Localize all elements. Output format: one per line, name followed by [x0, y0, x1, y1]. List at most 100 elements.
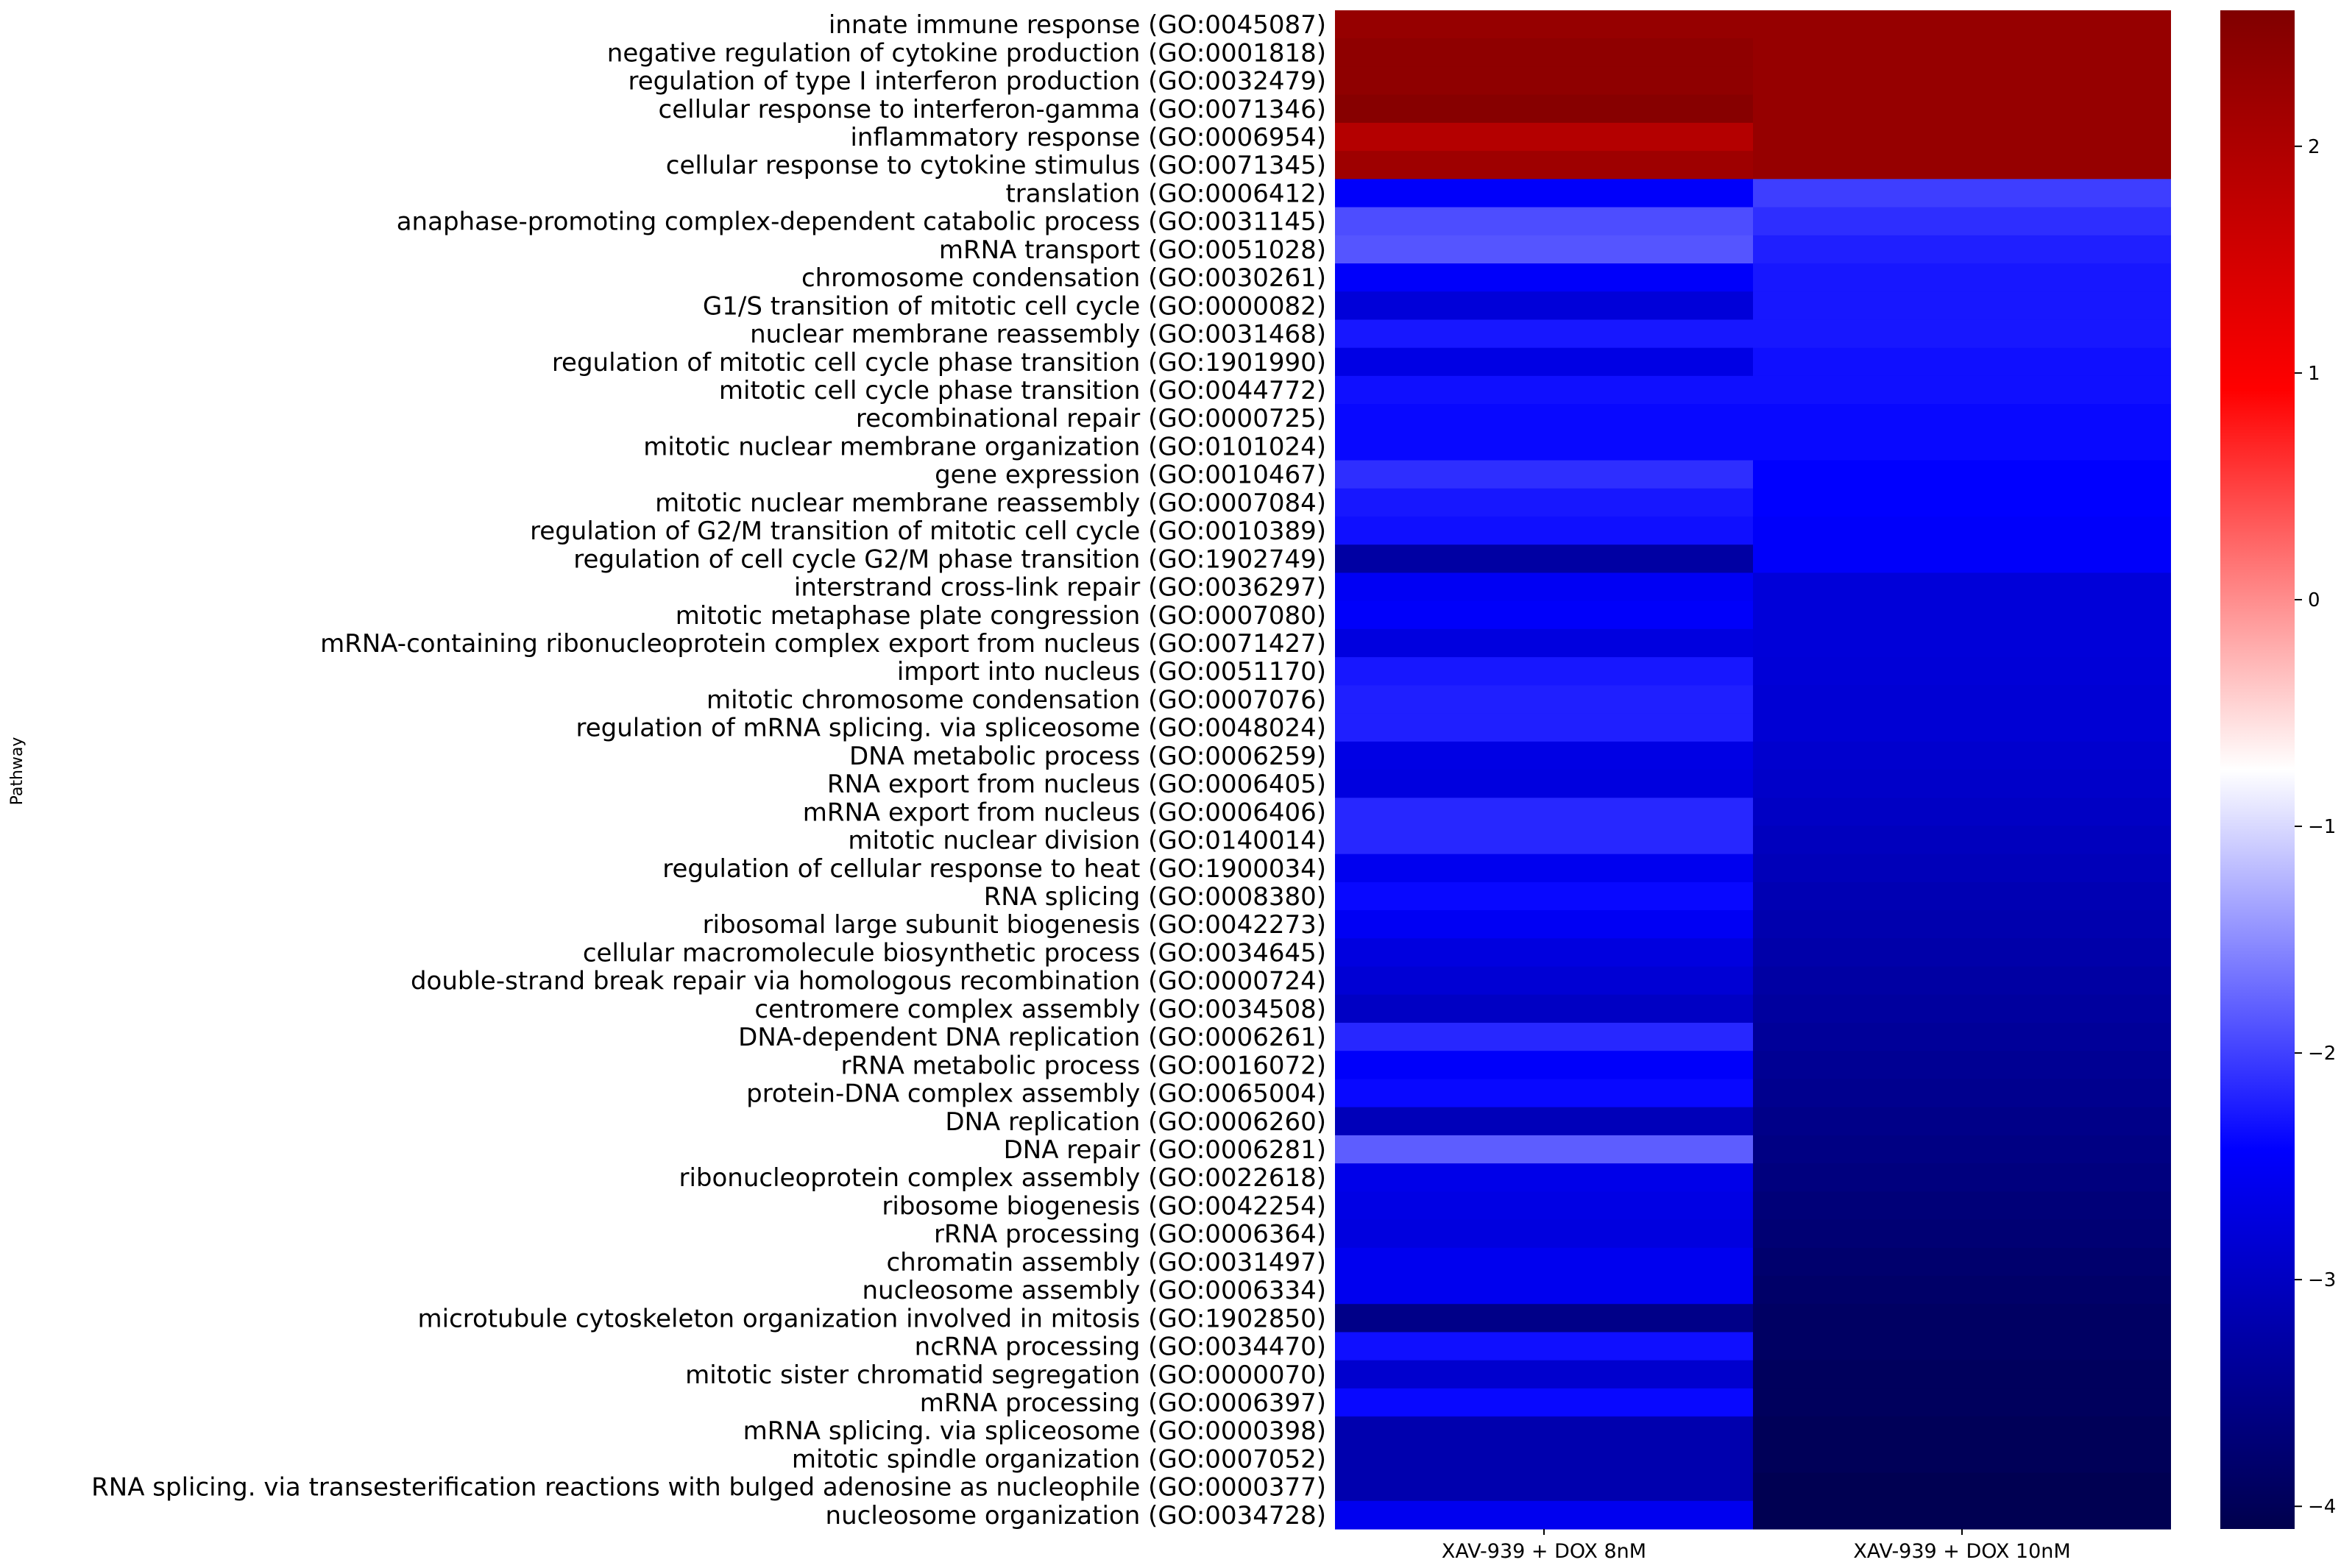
heatmap-cell: [1753, 1444, 2171, 1474]
heatmap-cell: [1335, 966, 1753, 996]
heatmap-cell: [1335, 319, 1753, 349]
heatmap-cell: [1753, 66, 2171, 96]
column-label: XAV-939 + DOX 8nM: [1442, 1540, 1646, 1563]
heatmap-cell: [1335, 910, 1753, 939]
row-label: centromere complex assembly (GO:0034508): [754, 995, 1326, 1024]
heatmap-cell: [1335, 1416, 1753, 1445]
row-label: mitotic spindle organization (GO:0007052…: [792, 1444, 1326, 1474]
column-label: XAV-939 + DOX 10nM: [1853, 1540, 2070, 1563]
colorbar-tick-label: −2: [2308, 1043, 2336, 1065]
heatmap-cell: [1335, 94, 1753, 124]
heatmap-cell: [1335, 291, 1753, 321]
heatmap-cell: [1753, 10, 2171, 39]
heatmap-cell: [1335, 628, 1753, 658]
row-label: G1/S transition of mitotic cell cycle (G…: [703, 291, 1326, 321]
heatmap-cell: [1753, 628, 2171, 658]
heatmap-cell: [1335, 1247, 1753, 1277]
heatmap-cell: [1753, 404, 2171, 433]
row-label: ribosome biogenesis (GO:0042254): [882, 1191, 1326, 1221]
row-label: mRNA transport (GO:0051028): [939, 235, 1326, 265]
heatmap-cell: [1753, 1388, 2171, 1417]
heatmap-cell: [1753, 1163, 2171, 1192]
row-label: rRNA metabolic process (GO:0016072): [841, 1051, 1326, 1080]
row-labels: innate immune response (GO:0045087)negat…: [91, 10, 1326, 1530]
heatmap-cell: [1335, 881, 1753, 911]
heatmap-cell: [1335, 1332, 1753, 1361]
row-label: mRNA processing (GO:0006397): [920, 1388, 1326, 1418]
heatmap-cell: [1335, 263, 1753, 292]
heatmap-cell: [1335, 375, 1753, 405]
heatmap-cell: [1753, 770, 2171, 798]
heatmap-cell: [1335, 1500, 1753, 1530]
row-label: regulation of mRNA splicing. via spliceo…: [576, 714, 1327, 743]
heatmap-cell: [1335, 517, 1753, 545]
row-label: double-strand break repair via homologou…: [411, 967, 1326, 996]
heatmap-cell: [1335, 207, 1753, 236]
heatmap-cell: [1335, 685, 1753, 714]
heatmap-cell: [1335, 1276, 1753, 1305]
heatmap-cell: [1753, 291, 2171, 321]
row-label: ribonucleoprotein complex assembly (GO:0…: [679, 1163, 1326, 1193]
heatmap-cell: [1753, 1247, 2171, 1277]
row-label: mRNA export from nucleus (GO:0006406): [803, 798, 1326, 827]
heatmap-cell: [1753, 263, 2171, 292]
heatmap-cell: [1335, 1304, 1753, 1333]
heatmap-cell: [1753, 1416, 2171, 1445]
heatmap-cell: [1753, 1191, 2171, 1221]
heatmap-cell: [1753, 798, 2171, 827]
row-label: mitotic chromosome condensation (GO:0007…: [706, 685, 1326, 714]
row-label: DNA-dependent DNA replication (GO:000626…: [738, 1023, 1326, 1052]
heatmap-cell: [1335, 66, 1753, 96]
row-label: ribosomal large subunit biogenesis (GO:0…: [703, 910, 1326, 940]
heatmap-cell: [1335, 488, 1753, 517]
row-label: innate immune response (GO:0045087): [829, 10, 1326, 40]
heatmap-cell: [1335, 713, 1753, 742]
row-label: import into nucleus (GO:0051170): [897, 657, 1326, 687]
heatmap-cell: [1335, 1107, 1753, 1136]
heatmap-cell: [1335, 572, 1753, 602]
colorbar: [2220, 10, 2295, 1529]
row-label: RNA splicing. via transesterification re…: [91, 1473, 1326, 1503]
heatmap-cell: [1753, 1472, 2171, 1502]
heatmap-cell: [1335, 1219, 1753, 1249]
row-label: DNA repair (GO:0006281): [1004, 1135, 1326, 1165]
row-label: recombinational repair (GO:0000725): [856, 404, 1326, 433]
heatmap-cell: [1753, 600, 2171, 630]
heatmap-cell: [1753, 1023, 2171, 1051]
heatmap-cell: [1335, 1472, 1753, 1502]
heatmap-cell: [1753, 544, 2171, 574]
row-label: mRNA-containing ribonucleoprotein comple…: [320, 629, 1326, 659]
row-label: DNA replication (GO:0006260): [945, 1107, 1326, 1137]
heatmap-cell: [1753, 881, 2171, 911]
row-label: ncRNA processing (GO:0034470): [915, 1333, 1326, 1362]
row-label: mitotic metaphase plate congression (GO:…: [676, 601, 1326, 631]
row-label: mitotic nuclear division (GO:0140014): [848, 826, 1326, 856]
row-label: nuclear membrane reassembly (GO:0031468): [750, 320, 1326, 350]
colorbar-tick-label: −4: [2308, 1496, 2336, 1518]
heatmap-cell: [1335, 798, 1753, 827]
row-label: cellular macromolecule biosynthetic proc…: [583, 938, 1326, 968]
heatmap-cell: [1335, 10, 1753, 39]
heatmap-cell: [1753, 1079, 2171, 1108]
heatmap-cell: [1335, 1191, 1753, 1221]
heatmap-cell: [1753, 938, 2171, 968]
heatmap-cell: [1753, 319, 2171, 349]
heatmap-cell: [1753, 179, 2171, 208]
heatmap-cell: [1753, 38, 2171, 68]
heatmap-cell: [1753, 826, 2171, 855]
row-label: inflammatory response (GO:0006954): [850, 123, 1326, 152]
row-label: translation (GO:0006412): [1005, 179, 1326, 208]
heatmap-cell: [1335, 1360, 1753, 1389]
colorbar-tick-label: 2: [2308, 136, 2320, 158]
row-label: regulation of cellular response to heat …: [662, 854, 1326, 884]
row-label: mitotic nuclear membrane reassembly (GO:…: [655, 489, 1326, 518]
heatmap-cell: [1753, 741, 2171, 770]
heatmap-cell: [1753, 235, 2171, 264]
heatmap-cell: [1753, 1276, 2171, 1305]
heatmap-cell: [1335, 1023, 1753, 1051]
row-label: rRNA processing (GO:0006364): [934, 1220, 1326, 1249]
heatmap-cell: [1753, 432, 2171, 461]
heatmap-cell: [1753, 347, 2171, 377]
heatmap-cell: [1335, 826, 1753, 855]
